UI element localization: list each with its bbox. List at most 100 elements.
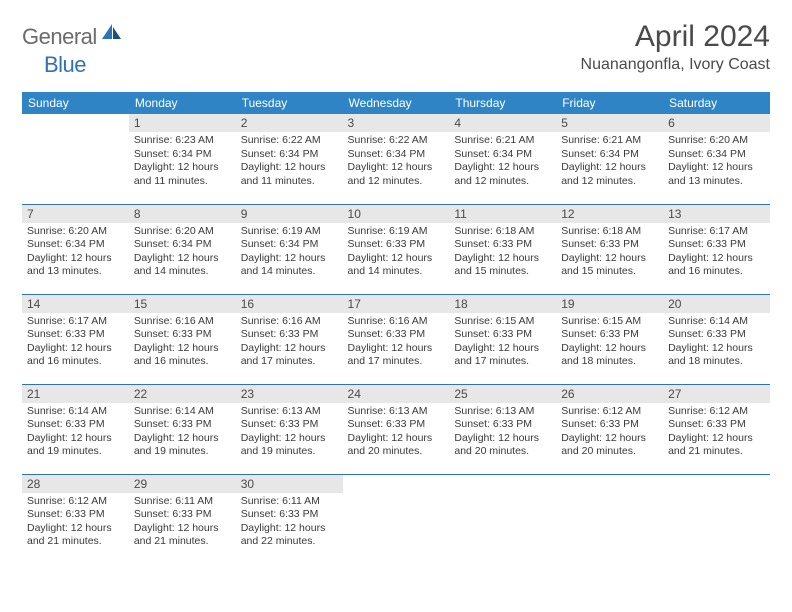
day-number: 13 <box>663 205 770 223</box>
daylight-line: Daylight: 12 hours and 11 minutes. <box>134 161 231 188</box>
calendar-cell: 7Sunrise: 6:20 AMSunset: 6:34 PMDaylight… <box>22 204 129 294</box>
calendar-cell: 29Sunrise: 6:11 AMSunset: 6:33 PMDayligh… <box>129 474 236 564</box>
daylight-line: Daylight: 12 hours and 12 minutes. <box>454 161 551 188</box>
daylight-line: Daylight: 12 hours and 19 minutes. <box>134 432 231 459</box>
calendar-cell: 25Sunrise: 6:13 AMSunset: 6:33 PMDayligh… <box>449 384 556 474</box>
day-details: Sunrise: 6:15 AMSunset: 6:33 PMDaylight:… <box>449 313 556 374</box>
day-number: 4 <box>449 114 556 132</box>
sunrise-line: Sunrise: 6:16 AM <box>241 315 338 329</box>
sunrise-line: Sunrise: 6:11 AM <box>241 495 338 509</box>
daylight-line: Daylight: 12 hours and 13 minutes. <box>27 252 124 279</box>
sunset-line: Sunset: 6:33 PM <box>454 328 551 342</box>
sunset-line: Sunset: 6:33 PM <box>454 238 551 252</box>
sunrise-line: Sunrise: 6:14 AM <box>27 405 124 419</box>
sunset-line: Sunset: 6:33 PM <box>27 418 124 432</box>
sunset-line: Sunset: 6:33 PM <box>134 508 231 522</box>
calendar-cell: 17Sunrise: 6:16 AMSunset: 6:33 PMDayligh… <box>343 294 450 384</box>
calendar-cell: 15Sunrise: 6:16 AMSunset: 6:33 PMDayligh… <box>129 294 236 384</box>
sunrise-line: Sunrise: 6:22 AM <box>348 134 445 148</box>
calendar-cell: 6Sunrise: 6:20 AMSunset: 6:34 PMDaylight… <box>663 114 770 204</box>
calendar-cell: 27Sunrise: 6:12 AMSunset: 6:33 PMDayligh… <box>663 384 770 474</box>
daylight-line: Daylight: 12 hours and 14 minutes. <box>241 252 338 279</box>
sunrise-line: Sunrise: 6:15 AM <box>561 315 658 329</box>
day-number: 7 <box>22 205 129 223</box>
calendar-cell <box>663 474 770 564</box>
calendar-table: Sunday Monday Tuesday Wednesday Thursday… <box>22 92 770 564</box>
daylight-line: Daylight: 12 hours and 20 minutes. <box>454 432 551 459</box>
calendar-cell: 16Sunrise: 6:16 AMSunset: 6:33 PMDayligh… <box>236 294 343 384</box>
sunset-line: Sunset: 6:33 PM <box>348 328 445 342</box>
sunset-line: Sunset: 6:34 PM <box>241 148 338 162</box>
sunrise-line: Sunrise: 6:17 AM <box>668 225 765 239</box>
sunrise-line: Sunrise: 6:21 AM <box>454 134 551 148</box>
calendar-cell: 30Sunrise: 6:11 AMSunset: 6:33 PMDayligh… <box>236 474 343 564</box>
calendar-week: 1Sunrise: 6:23 AMSunset: 6:34 PMDaylight… <box>22 114 770 204</box>
day-details: Sunrise: 6:16 AMSunset: 6:33 PMDaylight:… <box>343 313 450 374</box>
calendar-cell: 10Sunrise: 6:19 AMSunset: 6:33 PMDayligh… <box>343 204 450 294</box>
day-number: 24 <box>343 385 450 403</box>
day-details: Sunrise: 6:13 AMSunset: 6:33 PMDaylight:… <box>236 403 343 464</box>
sunset-line: Sunset: 6:33 PM <box>561 328 658 342</box>
sunset-line: Sunset: 6:33 PM <box>241 508 338 522</box>
day-details: Sunrise: 6:19 AMSunset: 6:34 PMDaylight:… <box>236 223 343 284</box>
sunset-line: Sunset: 6:33 PM <box>668 328 765 342</box>
col-friday: Friday <box>556 92 663 114</box>
sunrise-line: Sunrise: 6:20 AM <box>134 225 231 239</box>
daylight-line: Daylight: 12 hours and 20 minutes. <box>561 432 658 459</box>
calendar-cell: 8Sunrise: 6:20 AMSunset: 6:34 PMDaylight… <box>129 204 236 294</box>
day-number: 5 <box>556 114 663 132</box>
col-wednesday: Wednesday <box>343 92 450 114</box>
sunrise-line: Sunrise: 6:14 AM <box>134 405 231 419</box>
daylight-line: Daylight: 12 hours and 12 minutes. <box>561 161 658 188</box>
day-details: Sunrise: 6:21 AMSunset: 6:34 PMDaylight:… <box>449 132 556 193</box>
sunset-line: Sunset: 6:34 PM <box>454 148 551 162</box>
day-number: 23 <box>236 385 343 403</box>
brand-word-1: General <box>22 24 97 50</box>
sunrise-line: Sunrise: 6:13 AM <box>454 405 551 419</box>
day-details: Sunrise: 6:17 AMSunset: 6:33 PMDaylight:… <box>22 313 129 374</box>
day-details: Sunrise: 6:22 AMSunset: 6:34 PMDaylight:… <box>236 132 343 193</box>
title-block: April 2024 Nuanangonfla, Ivory Coast <box>581 20 770 74</box>
calendar-cell: 28Sunrise: 6:12 AMSunset: 6:33 PMDayligh… <box>22 474 129 564</box>
sunrise-line: Sunrise: 6:11 AM <box>134 495 231 509</box>
calendar-header-row: Sunday Monday Tuesday Wednesday Thursday… <box>22 92 770 114</box>
sunrise-line: Sunrise: 6:20 AM <box>27 225 124 239</box>
day-details: Sunrise: 6:11 AMSunset: 6:33 PMDaylight:… <box>129 493 236 554</box>
day-number: 30 <box>236 475 343 493</box>
day-number: 18 <box>449 295 556 313</box>
calendar-cell: 26Sunrise: 6:12 AMSunset: 6:33 PMDayligh… <box>556 384 663 474</box>
sunrise-line: Sunrise: 6:18 AM <box>454 225 551 239</box>
day-number: 19 <box>556 295 663 313</box>
sunset-line: Sunset: 6:33 PM <box>241 418 338 432</box>
daylight-line: Daylight: 12 hours and 20 minutes. <box>348 432 445 459</box>
day-details: Sunrise: 6:13 AMSunset: 6:33 PMDaylight:… <box>343 403 450 464</box>
sunset-line: Sunset: 6:34 PM <box>561 148 658 162</box>
calendar-week: 28Sunrise: 6:12 AMSunset: 6:33 PMDayligh… <box>22 474 770 564</box>
sunrise-line: Sunrise: 6:19 AM <box>241 225 338 239</box>
day-number <box>449 475 556 479</box>
calendar-cell: 21Sunrise: 6:14 AMSunset: 6:33 PMDayligh… <box>22 384 129 474</box>
calendar-cell: 22Sunrise: 6:14 AMSunset: 6:33 PMDayligh… <box>129 384 236 474</box>
day-number: 6 <box>663 114 770 132</box>
brand-word-2: Blue <box>44 52 86 78</box>
brand-logo: General <box>22 24 125 50</box>
daylight-line: Daylight: 12 hours and 13 minutes. <box>668 161 765 188</box>
sunset-line: Sunset: 6:33 PM <box>348 418 445 432</box>
day-number: 9 <box>236 205 343 223</box>
sail-icon <box>101 23 123 46</box>
calendar-cell <box>343 474 450 564</box>
day-number <box>556 475 663 479</box>
sunset-line: Sunset: 6:33 PM <box>134 328 231 342</box>
sunset-line: Sunset: 6:34 PM <box>241 238 338 252</box>
daylight-line: Daylight: 12 hours and 12 minutes. <box>348 161 445 188</box>
day-number: 17 <box>343 295 450 313</box>
daylight-line: Daylight: 12 hours and 16 minutes. <box>668 252 765 279</box>
sunset-line: Sunset: 6:34 PM <box>134 238 231 252</box>
calendar-week: 21Sunrise: 6:14 AMSunset: 6:33 PMDayligh… <box>22 384 770 474</box>
sunrise-line: Sunrise: 6:16 AM <box>134 315 231 329</box>
sunset-line: Sunset: 6:33 PM <box>348 238 445 252</box>
daylight-line: Daylight: 12 hours and 18 minutes. <box>668 342 765 369</box>
sunset-line: Sunset: 6:34 PM <box>668 148 765 162</box>
day-number: 29 <box>129 475 236 493</box>
daylight-line: Daylight: 12 hours and 16 minutes. <box>27 342 124 369</box>
